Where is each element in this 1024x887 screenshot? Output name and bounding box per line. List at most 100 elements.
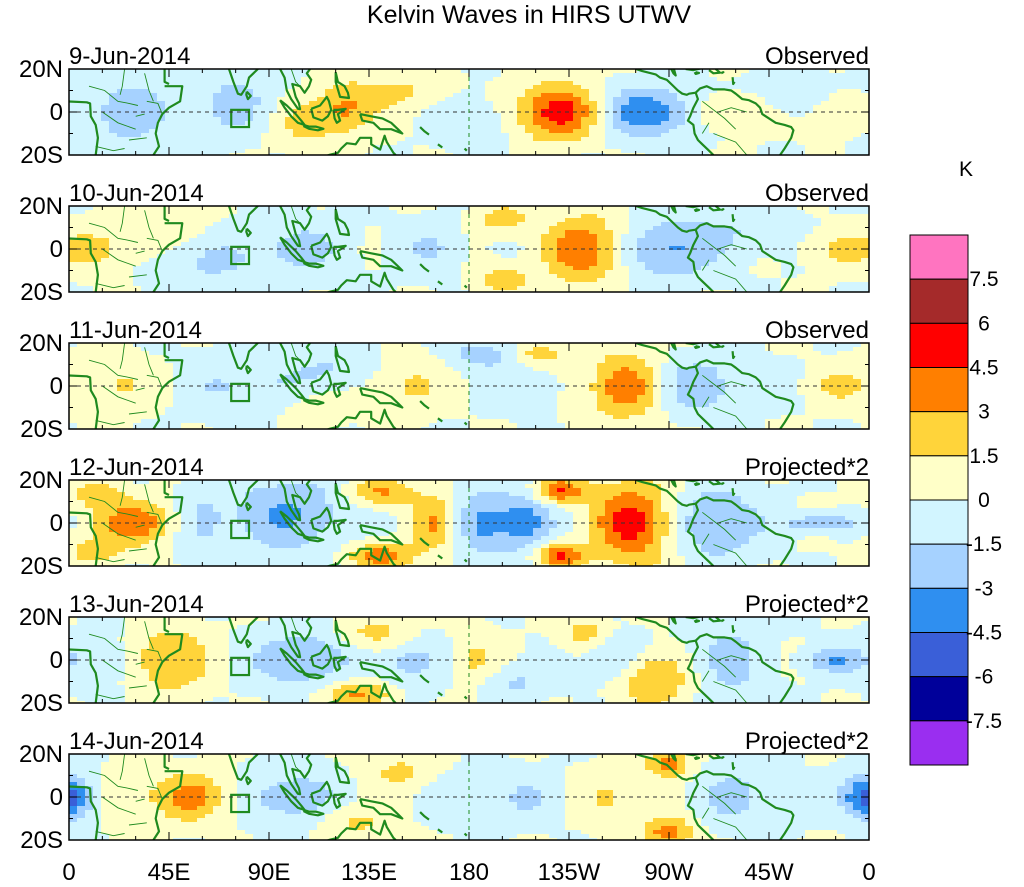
field-cell	[613, 81, 622, 86]
coastline	[686, 229, 715, 292]
field-cell	[213, 238, 222, 243]
field-cell	[357, 278, 366, 283]
field-cell	[365, 242, 374, 247]
field-cell	[741, 214, 750, 219]
field-cell	[581, 226, 590, 231]
field-cell	[757, 278, 766, 283]
field-cell	[437, 210, 446, 215]
field-cell	[717, 266, 726, 271]
field-cell	[709, 81, 718, 86]
field-cell	[453, 242, 462, 247]
field-cell	[621, 149, 630, 154]
field-cell	[157, 347, 166, 352]
field-cell	[397, 290, 406, 292]
field-cell	[669, 246, 678, 251]
field-cell	[549, 133, 558, 138]
field-cell	[453, 347, 462, 352]
field-cell	[533, 69, 542, 74]
field-cell	[309, 81, 318, 86]
field-cell	[253, 121, 262, 126]
field-cell	[501, 153, 510, 155]
field-cell	[597, 125, 606, 130]
field-cell	[581, 125, 590, 130]
field-cell	[645, 149, 654, 154]
field-cell	[245, 343, 254, 348]
field-cell	[429, 69, 438, 74]
field-cell	[589, 145, 598, 150]
field-cell	[701, 266, 710, 271]
field-cell	[629, 262, 638, 267]
field-cell	[461, 121, 470, 126]
field-cell	[125, 145, 134, 150]
field-cell	[205, 133, 214, 138]
field-cell	[325, 242, 334, 247]
field-cell	[133, 105, 142, 110]
field-cell	[349, 149, 358, 154]
field-cell	[317, 149, 326, 154]
field-cell	[773, 282, 782, 287]
field-cell	[93, 218, 102, 223]
field-cell	[477, 93, 486, 98]
field-cell	[293, 101, 302, 106]
coastline	[693, 71, 701, 76]
field-cell	[109, 81, 118, 86]
field-cell	[797, 73, 806, 78]
field-cell	[173, 214, 182, 219]
field-cell	[773, 137, 782, 142]
field-cell	[549, 137, 558, 142]
field-cell	[205, 214, 214, 219]
field-cell	[117, 105, 126, 110]
field-cell	[77, 238, 86, 243]
field-cell	[621, 89, 630, 94]
field-cell	[349, 262, 358, 267]
field-cell	[733, 129, 742, 134]
field-cell	[725, 210, 734, 215]
field-cell	[829, 73, 838, 78]
field-cell	[605, 214, 614, 219]
field-cell	[429, 270, 438, 275]
field-cell	[493, 238, 502, 243]
field-cell	[581, 145, 590, 150]
field-cell	[381, 121, 390, 126]
field-cell	[581, 214, 590, 219]
field-cell	[389, 270, 398, 275]
field-cell	[301, 234, 310, 239]
field-cell	[669, 117, 678, 122]
field-cell	[357, 145, 366, 150]
field-cell	[133, 69, 142, 74]
field-cell	[381, 214, 390, 219]
field-cell	[261, 218, 270, 223]
field-cell	[213, 246, 222, 251]
field-cell	[813, 270, 822, 275]
field-cell	[469, 117, 478, 122]
field-cell	[581, 137, 590, 142]
field-cell	[141, 145, 150, 150]
field-cell	[101, 81, 110, 86]
field-cell	[797, 242, 806, 247]
field-cell	[733, 347, 742, 352]
field-cell	[341, 274, 350, 279]
field-cell	[653, 93, 662, 98]
field-cell	[485, 351, 494, 356]
field-cell	[813, 129, 822, 134]
field-cell	[277, 149, 286, 154]
field-cell	[629, 234, 638, 239]
field-cell	[445, 145, 454, 150]
field-cell	[573, 73, 582, 78]
field-cell	[237, 290, 246, 292]
field-cell	[349, 355, 358, 360]
field-cell	[861, 121, 869, 126]
field-cell	[701, 230, 710, 235]
field-cell	[517, 210, 526, 215]
field-cell	[397, 137, 406, 142]
field-cell	[613, 89, 622, 94]
field-cell	[581, 218, 590, 223]
field-cell	[357, 258, 366, 263]
field-cell	[325, 105, 334, 110]
field-cell	[317, 109, 326, 114]
field-cell	[253, 153, 262, 155]
field-cell	[541, 270, 550, 275]
field-cell	[237, 153, 246, 155]
field-cell	[773, 85, 782, 90]
field-cell	[285, 290, 294, 292]
